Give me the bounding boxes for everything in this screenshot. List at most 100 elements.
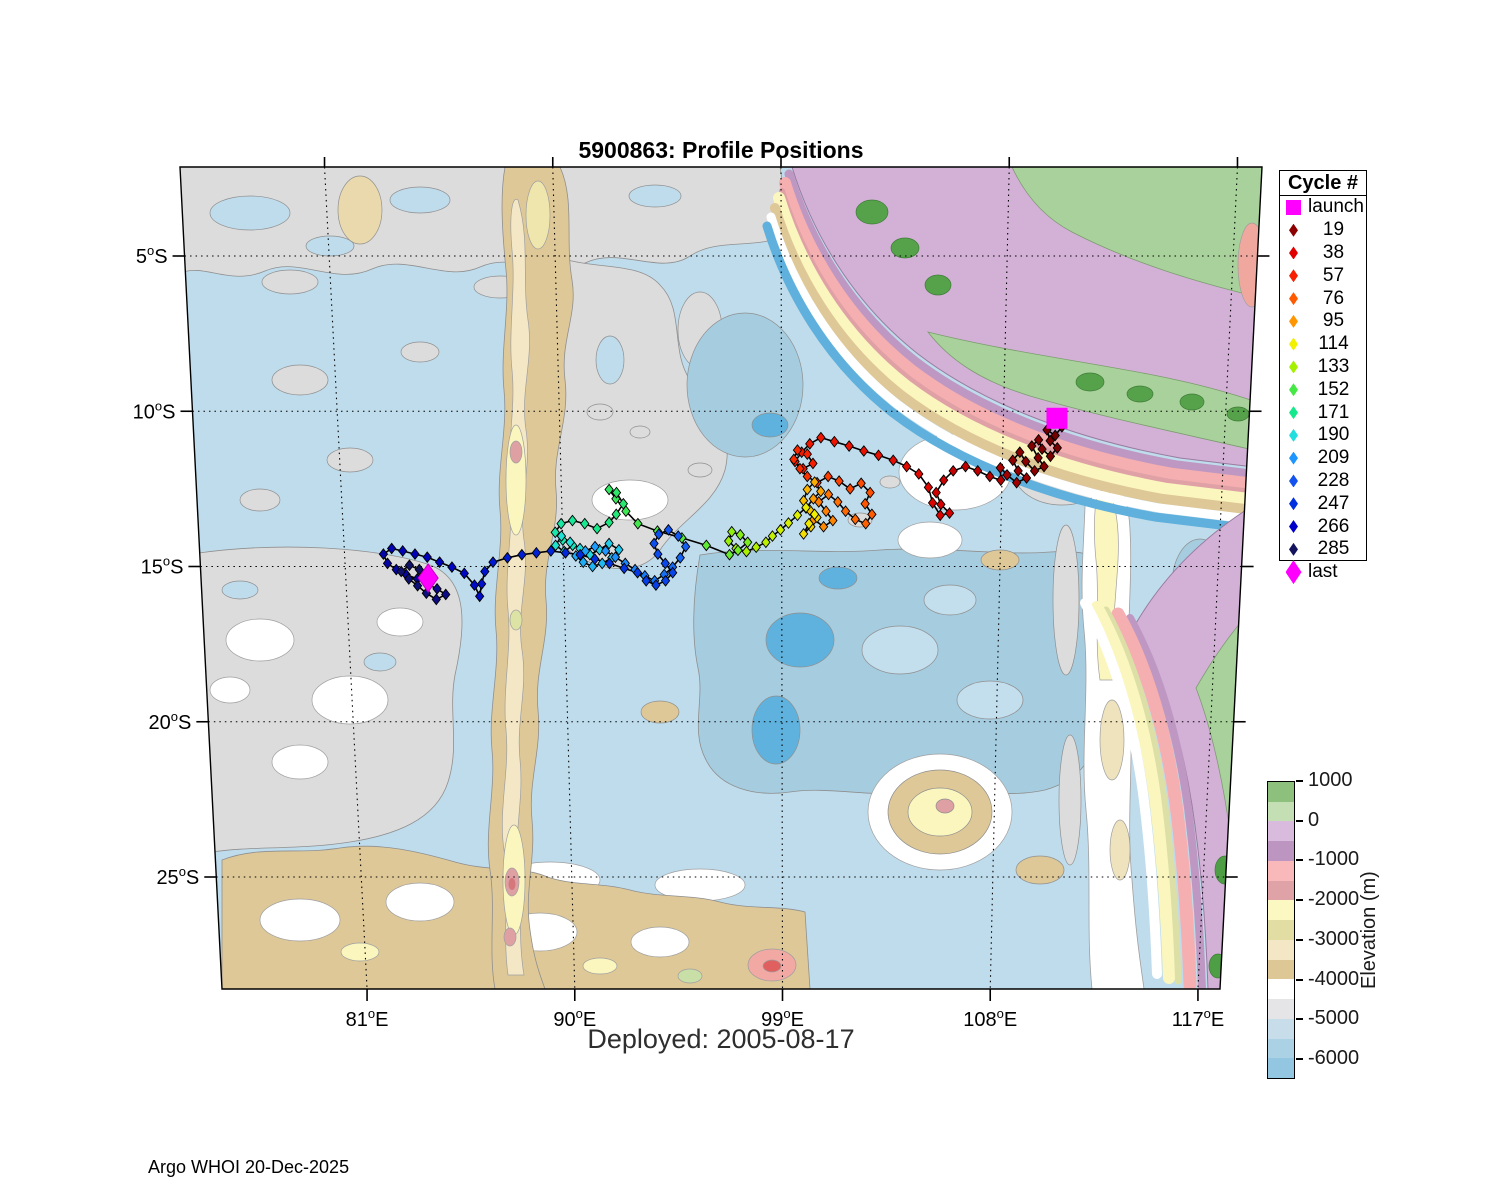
contour-patch <box>363 652 397 672</box>
contour-patch <box>629 425 651 439</box>
contour-patch <box>586 403 614 421</box>
colorbar-segment <box>1268 900 1294 921</box>
contour-band-mauve <box>1126 614 1206 989</box>
legend-entry-cycle-285-label: 285 <box>1317 538 1350 560</box>
profile-position-marker <box>808 492 819 505</box>
cycle-diamond-icon <box>1289 337 1298 351</box>
profile-position-marker <box>1045 434 1055 447</box>
contour-patch <box>591 479 669 521</box>
land-peak <box>1208 953 1228 979</box>
legend-entry-cycle-38: 38 <box>1280 242 1366 265</box>
colorbar-tick <box>1296 899 1303 902</box>
profile-position-marker <box>565 536 575 549</box>
profile-position-marker <box>802 448 812 461</box>
profile-position-marker <box>809 508 820 521</box>
profile-position-marker <box>741 545 752 558</box>
profile-position-marker <box>663 523 674 536</box>
profile-position-marker <box>431 593 441 606</box>
profile-position-marker <box>546 545 556 557</box>
profile-position-marker <box>873 449 884 462</box>
profile-position-marker <box>818 520 829 533</box>
profile-position-marker <box>801 501 811 514</box>
contour-patch <box>261 269 319 295</box>
trench-contour-bands <box>762 169 1262 532</box>
profile-position-marker <box>488 556 498 569</box>
profile-position-marker <box>1011 476 1022 489</box>
contour-band-khaki <box>1102 606 1182 985</box>
profile-position-marker <box>590 553 600 565</box>
contour-patch <box>923 584 977 616</box>
profile-position-marker <box>502 551 513 564</box>
land-peak <box>1179 393 1205 411</box>
colorbar-segment <box>1268 821 1294 842</box>
colorbar-title: Elevation (m) <box>1358 871 1380 989</box>
legend-entry-cycle-266: 266 <box>1280 515 1366 538</box>
contour-patch <box>311 675 389 725</box>
cycle-diamond-icon <box>1289 292 1298 306</box>
legend-entry-cycle-19-label: 19 <box>1322 219 1345 241</box>
attribution-label: Argo WHOI 20-Dec-2025 <box>148 1157 350 1177</box>
profile-position-marker <box>610 551 621 564</box>
profile-position-marker <box>767 530 778 542</box>
x-axis-tick-label: 108oE <box>963 1006 1017 1031</box>
cycle-diamond-icon <box>1280 474 1307 488</box>
profile-position-marker <box>850 513 860 526</box>
profile-position-marker <box>809 476 820 488</box>
profile-position-marker <box>660 557 670 570</box>
last-position-marker <box>417 563 439 593</box>
colorbar-segment <box>1268 959 1294 980</box>
axis-ticks <box>172 157 1270 1001</box>
profile-position-marker <box>816 485 826 498</box>
profile-position-marker <box>517 548 527 561</box>
profile-position-marker <box>1013 464 1023 477</box>
profile-position-marker <box>995 461 1005 474</box>
cycle-diamond-icon <box>1280 451 1307 465</box>
contour-patch <box>259 898 341 942</box>
profile-position-marker <box>861 517 871 530</box>
profile-position-marker <box>823 470 833 483</box>
colorbar-segment <box>1268 1018 1294 1039</box>
profile-position-marker <box>833 495 843 508</box>
profile-position-marker <box>935 509 945 522</box>
contour-patch <box>385 882 455 922</box>
contour-patch <box>400 341 440 363</box>
profile-position-marker <box>914 468 924 480</box>
profile-position-marker <box>447 561 457 574</box>
cycle-diamond-icon <box>1289 383 1298 397</box>
colorbar-tick-label: -4000 <box>1308 967 1360 990</box>
profile-position-marker <box>604 483 614 496</box>
contour-patch <box>1109 819 1131 881</box>
x-axis-tick-label: 99oE <box>761 1006 804 1031</box>
colorbar-tick-label: -1000 <box>1308 848 1360 871</box>
profile-position-marker <box>469 579 480 592</box>
land-peak <box>890 237 920 259</box>
legend-entry-cycle-133-label: 133 <box>1317 355 1350 377</box>
contour-patch <box>209 195 291 231</box>
deployed-date-label: Deployed: 2005-08-17 <box>587 1024 855 1054</box>
legend-entry-last: last <box>1280 560 1366 585</box>
colorbar-tick-label: -5000 <box>1308 1007 1360 1030</box>
y-axis-tick-label: 20oS <box>149 709 192 734</box>
profile-position-marker <box>735 528 745 541</box>
profile-position-marker <box>578 556 588 569</box>
profile-position-marker <box>410 548 420 561</box>
profile-position-marker <box>550 526 560 539</box>
cycle-diamond-icon <box>1280 269 1307 283</box>
profile-position-marker <box>556 517 566 530</box>
profile-position-marker <box>783 517 794 529</box>
contour-patch <box>1015 855 1065 885</box>
colorbar-segment <box>1268 979 1294 1000</box>
contour-patch <box>630 926 690 958</box>
contour-patch <box>376 607 424 637</box>
last-diamond-icon <box>1285 560 1302 585</box>
legend-entry-launch-label: launch <box>1308 196 1364 218</box>
profile-position-marker <box>944 507 955 520</box>
contour-patch <box>1058 734 1082 866</box>
profile-position-marker <box>939 474 949 487</box>
colorbar-segment <box>1268 860 1294 881</box>
colorbar-segment <box>1268 1058 1294 1079</box>
profile-position-marker <box>480 565 490 578</box>
profile-position-marker <box>432 582 442 595</box>
